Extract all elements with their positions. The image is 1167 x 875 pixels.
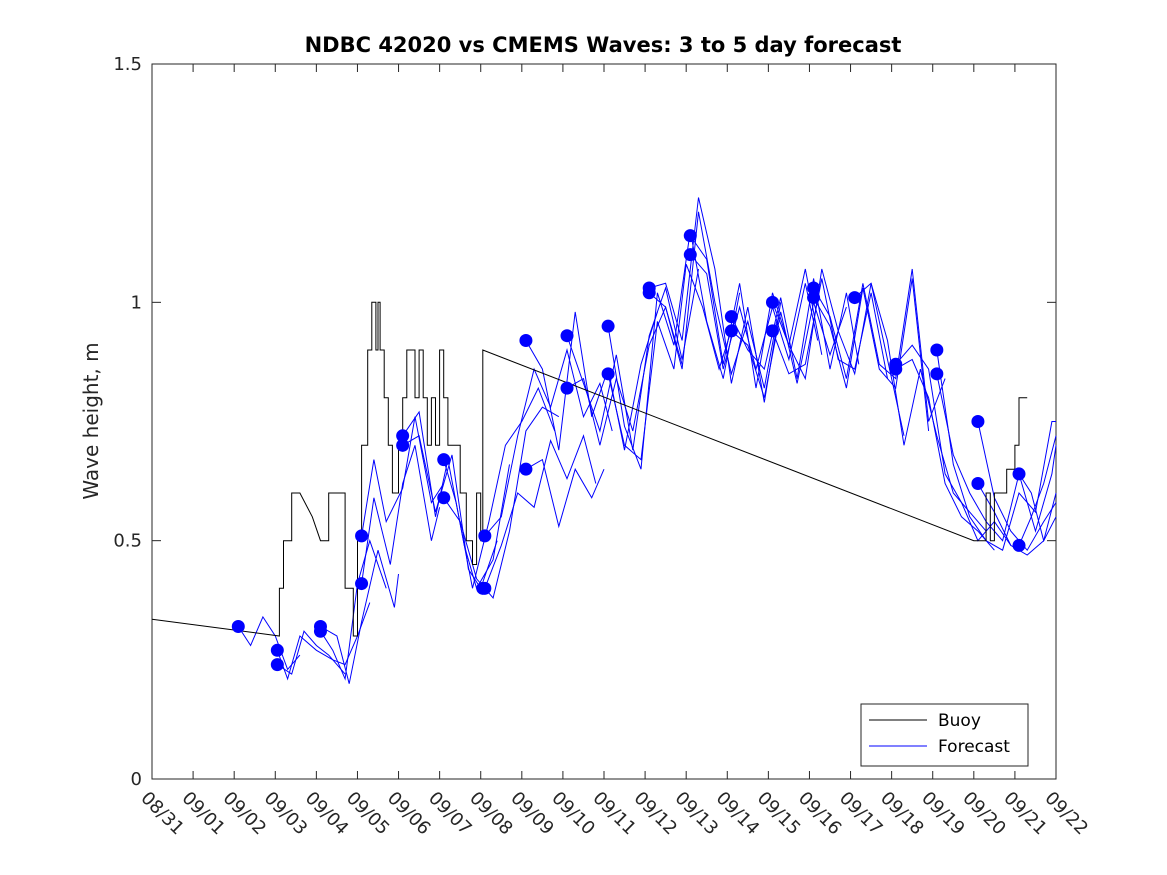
forecast-run-line xyxy=(1018,473,1057,543)
forecast-marker xyxy=(437,491,451,505)
forecast-marker xyxy=(560,329,574,343)
y-tick-label: 0.5 xyxy=(113,531,142,552)
buoy-line xyxy=(151,301,1028,637)
buoy-series xyxy=(151,301,1028,637)
forecast-marker xyxy=(807,291,821,305)
y-axis: 0 0.5 1 1.5 xyxy=(113,54,1056,790)
legend-buoy-label: Buoy xyxy=(938,711,981,731)
forecast-marker xyxy=(765,324,779,338)
forecast-run-line xyxy=(936,349,1056,551)
legend: Buoy Forecast xyxy=(860,703,1029,767)
forecast-marker xyxy=(313,624,327,638)
forecast-marker xyxy=(724,324,738,338)
forecast-marker xyxy=(355,529,369,543)
forecast-run-line xyxy=(361,445,441,584)
forecast-run-line xyxy=(648,211,778,389)
forecast-run-line xyxy=(854,282,987,532)
forecast-runs xyxy=(237,197,1057,684)
forecast-run-line xyxy=(525,458,605,529)
forecast-run-line xyxy=(689,235,823,389)
forecast-marker xyxy=(889,362,903,376)
forecast-run-line xyxy=(1018,435,1057,546)
forecast-marker xyxy=(971,476,985,490)
forecast-marker xyxy=(478,529,492,543)
forecast-run-line xyxy=(813,268,946,422)
forecast-run-line xyxy=(731,302,847,398)
chart-title: NDBC 42020 vs CMEMS Waves: 3 to 5 day fo… xyxy=(305,33,902,57)
y-tick-label: 0 xyxy=(131,769,142,790)
forecast-marker xyxy=(437,453,451,467)
forecast-marker xyxy=(560,381,574,395)
y-axis-label: Wave height, m xyxy=(79,342,103,499)
forecast-run-line xyxy=(607,264,736,461)
forecast-run-line xyxy=(607,230,741,470)
forecast-run-line xyxy=(361,416,445,536)
forecast-marker xyxy=(355,577,369,591)
forecast-marker xyxy=(683,248,697,262)
forecast-run-line xyxy=(276,602,371,681)
forecast-run-line xyxy=(277,630,346,675)
forecast-marker xyxy=(724,310,738,324)
legend-forecast-label: Forecast xyxy=(938,737,1010,757)
forecast-marker xyxy=(807,281,821,295)
y-tick-label: 1 xyxy=(131,292,142,313)
forecast-marker xyxy=(519,333,533,347)
forecast-run-line xyxy=(237,615,301,671)
forecast-run-line xyxy=(443,406,560,599)
forecast-run-line xyxy=(895,358,995,551)
forecast-marker xyxy=(642,286,656,300)
forecast-marker xyxy=(1012,467,1026,481)
forecast-markers xyxy=(231,229,1026,672)
forecast-run-line xyxy=(525,311,658,451)
axes-box xyxy=(151,63,1057,780)
legend-box xyxy=(860,703,1029,767)
forecast-marker xyxy=(930,367,944,381)
forecast-run-line xyxy=(730,278,860,379)
forecast-marker xyxy=(231,619,245,633)
forecast-marker xyxy=(396,429,410,443)
y-tick-label: 1.5 xyxy=(113,54,142,75)
forecast-marker xyxy=(1012,538,1026,552)
forecast-run-line xyxy=(484,434,597,589)
forecast-run-line xyxy=(813,278,930,432)
forecast-marker xyxy=(396,438,410,452)
forecast-marker xyxy=(601,367,615,381)
forecast-marker xyxy=(519,462,533,476)
forecast-marker xyxy=(270,643,284,657)
forecast-marker xyxy=(971,415,985,428)
forecast-run-line xyxy=(895,344,1012,546)
forecast-run-line xyxy=(772,278,888,379)
forecast-run-line xyxy=(772,268,905,436)
forecast-run-line xyxy=(443,386,556,589)
forecast-marker xyxy=(765,295,779,309)
forecast-marker xyxy=(601,319,615,333)
forecast-marker xyxy=(930,343,944,357)
forecast-marker xyxy=(270,658,284,672)
forecast-marker xyxy=(476,581,490,595)
forecast-run-line xyxy=(320,539,387,681)
forecast-run-line xyxy=(689,254,819,372)
forecast-marker xyxy=(848,291,862,305)
plot-area xyxy=(151,63,1057,780)
forecast-marker xyxy=(683,229,697,243)
forecast-run-line xyxy=(936,373,1057,542)
forecast-run-line xyxy=(320,550,399,684)
